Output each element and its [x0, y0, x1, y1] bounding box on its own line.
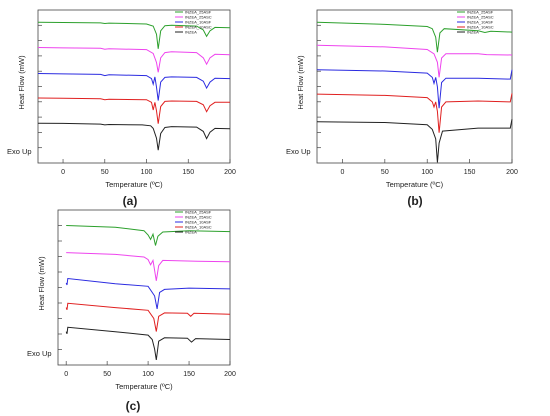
legend: INZEA_25ASFINZEA_25ASCINZEA_10ASFINZEA_1… [457, 10, 494, 35]
y-axis-label: Heat Flow (mW) [296, 55, 305, 110]
series-line-inzea-25asc [316, 44, 513, 78]
legend-label: INZEA_25ASF [467, 10, 494, 15]
series-line-inzea-25asf [316, 21, 513, 53]
x-tick-label: 150 [183, 371, 195, 378]
series-line-inzea-10asf [65, 277, 231, 309]
x-tick-label: 150 [182, 169, 194, 176]
y-axis-label: Heat Flow (mW) [17, 55, 26, 110]
series-line-inzea-10asf [316, 69, 513, 109]
x-tick-label: 50 [103, 371, 111, 378]
x-tick-label: 50 [101, 169, 109, 176]
series-line-inzea-25asc [66, 252, 231, 281]
exo-up-annotation: Exo Up [7, 147, 32, 156]
x-tick-label: 0 [340, 169, 344, 176]
x-tick-label: 200 [224, 371, 236, 378]
x-axis-label: Temperature (ºC) [115, 382, 173, 391]
x-tick-label: 100 [141, 169, 153, 176]
legend-label: INZEA_25ASC [185, 215, 212, 220]
legend-label: INZEA [185, 30, 197, 35]
x-tick-label: 0 [61, 169, 65, 176]
chart-panel-1: 0 50 100 150 200 Temperature (ºC) Heat Flow (m… [7, 9, 236, 208]
series-line-inzea-10asc [316, 93, 513, 133]
plot-frame [37, 9, 231, 164]
legend-label: INZEA_25ASC [185, 15, 212, 20]
x-tick-label: 150 [464, 169, 476, 176]
series-line-inzea-10asf [37, 73, 231, 101]
legend-label: INZEA_25ASC [467, 15, 494, 20]
legend-label: INZEA_10ASF [185, 20, 212, 25]
chart-panel-3: 0 50 100 150 200 Temperature (ºC) Heat Flow (m… [27, 209, 236, 413]
chart-panel-2: 0 50 100 150 200 Temperature (ºC) Heat Flow (m… [286, 9, 518, 208]
legend-label: INZEA_25ASF [185, 10, 212, 15]
series-line-inzea [37, 122, 231, 151]
exo-up-annotation: Exo Up [27, 349, 52, 358]
series-line-inzea [65, 326, 231, 360]
y-axis-label: Heat Flow (mW) [37, 256, 46, 311]
plot-frame [57, 209, 231, 366]
series-line-inzea [316, 119, 513, 163]
legend-label: INZEA_10ASC [185, 25, 212, 30]
x-tick-label: 100 [142, 371, 154, 378]
legend-label: INZEA_10ASF [185, 220, 212, 225]
x-axis-label: Temperature (ºC) [105, 180, 163, 189]
series-line-inzea-25asf [37, 21, 231, 49]
legend-label: INZEA_10ASF [467, 20, 494, 25]
x-tick-label: 50 [381, 169, 389, 176]
legend-label: INZEA [467, 30, 479, 35]
panel-label: (b) [407, 194, 422, 208]
exo-up-annotation: Exo Up [286, 147, 311, 156]
legend: INZEA_25ASFINZEA_25ASCINZEA_10ASFINZEA_1… [175, 10, 212, 35]
series-line-inzea-25asf [66, 225, 231, 246]
series-line-inzea-10asc [37, 97, 230, 124]
x-axis-label: Temperature (ºC) [386, 180, 444, 189]
plot-frame [316, 9, 513, 164]
legend-label: INZEA_10ASC [467, 25, 494, 30]
x-tick-label: 200 [506, 169, 518, 176]
legend: INZEA_25ASFINZEA_25ASCINZEA_10ASFINZEA_1… [175, 210, 212, 235]
panel-label: (a) [123, 194, 138, 208]
legend-label: INZEA_25ASF [185, 210, 212, 215]
legend-label: INZEA_10ASC [185, 225, 212, 230]
legend-label: INZEA [185, 230, 197, 235]
series-line-inzea-25asc [37, 47, 231, 73]
x-tick-label: 0 [64, 371, 68, 378]
x-tick-label: 200 [224, 169, 236, 176]
x-tick-label: 100 [421, 169, 433, 176]
panel-label: (c) [126, 399, 141, 413]
series-line-inzea-10asc [65, 302, 231, 332]
